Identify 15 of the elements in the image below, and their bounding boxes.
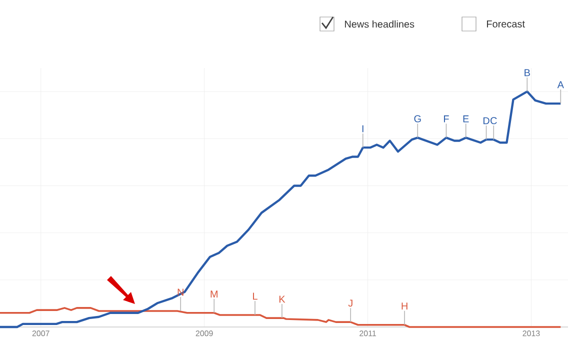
annotation: M xyxy=(210,290,218,298)
annotation: E xyxy=(463,115,469,122)
annotation: C xyxy=(490,117,497,124)
annotation: F xyxy=(444,115,449,122)
annotation: K xyxy=(279,296,286,303)
text: Forecast xyxy=(487,20,525,28)
annotation: I xyxy=(362,125,364,132)
annotation: B xyxy=(524,69,530,76)
annotation: H xyxy=(402,302,408,310)
annotation: J xyxy=(348,300,352,307)
annotation: L xyxy=(253,292,258,300)
annotation: D xyxy=(483,117,490,124)
annotation: G xyxy=(414,115,421,122)
text: News headlines xyxy=(345,20,414,28)
annotation: A xyxy=(557,81,564,88)
